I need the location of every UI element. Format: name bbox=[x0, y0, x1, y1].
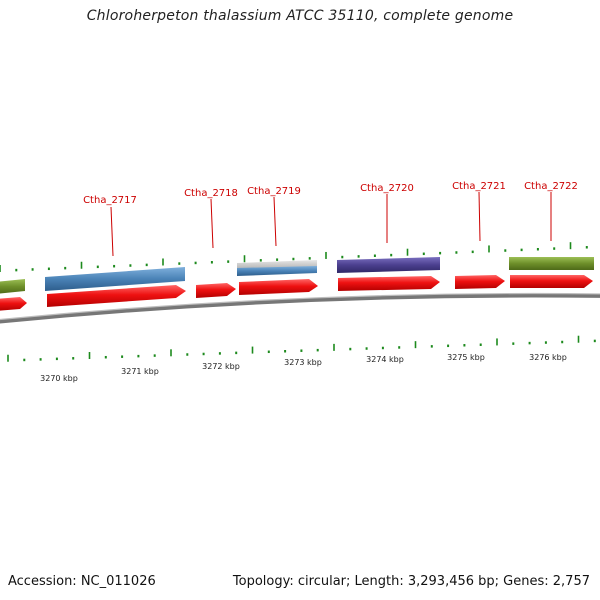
purple-feature-ctha-2720 bbox=[337, 257, 440, 273]
blue-feature-ctha-2717 bbox=[45, 267, 185, 291]
gene-label-ctha-2722[interactable]: Ctha_2722 bbox=[524, 181, 578, 241]
kbp-label-3270: 3270 kbp bbox=[40, 374, 78, 383]
gene-label-ctha-2717[interactable]: Ctha_2717 bbox=[83, 195, 137, 257]
green-feature-ctha-2722 bbox=[509, 257, 594, 270]
genome-summary-text: Topology: circular; Length: 3,293,456 bp… bbox=[232, 574, 590, 589]
kbp-label-3273: 3273 kbp bbox=[284, 358, 322, 367]
gene-label-text: Ctha_2717 bbox=[83, 195, 137, 206]
cds-arrow-left bbox=[0, 297, 27, 311]
kbp-label-3272: 3272 kbp bbox=[202, 362, 240, 371]
gene-label-ctha-2719[interactable]: Ctha_2719 bbox=[247, 186, 301, 247]
cds-arrow-ctha-2719 bbox=[239, 279, 318, 295]
cds-arrow-ctha-2721 bbox=[455, 275, 505, 289]
cds-arrow-ctha-2718 bbox=[196, 283, 236, 298]
genome-backbone-highlight bbox=[0, 292, 600, 321]
map-title: Chloroherpeton thalassium ATCC 35110, co… bbox=[86, 8, 514, 24]
lower-tick-row bbox=[7, 335, 596, 362]
kbp-label-3274: 3274 kbp bbox=[366, 355, 404, 364]
kbp-label-3276: 3276 kbp bbox=[529, 353, 567, 362]
blue-feature-ctha-2719 bbox=[237, 266, 317, 276]
gene-label-text: Ctha_2720 bbox=[360, 183, 414, 194]
gene-label-ctha-2721[interactable]: Ctha_2721 bbox=[452, 181, 506, 242]
green-feature-left bbox=[0, 279, 25, 294]
cds-arrow-ctha-2720 bbox=[338, 276, 440, 291]
gene-label-text: Ctha_2719 bbox=[247, 186, 301, 197]
gene-label-ctha-2718[interactable]: Ctha_2718 bbox=[184, 188, 238, 249]
kbp-label-3275: 3275 kbp bbox=[447, 353, 485, 362]
genome-backbone bbox=[0, 293, 600, 324]
gene-label-text: Ctha_2722 bbox=[524, 181, 578, 192]
upper-tick-row bbox=[0, 242, 588, 272]
gene-label-ctha-2720[interactable]: Ctha_2720 bbox=[360, 183, 414, 243]
cds-arrow-ctha-2722 bbox=[510, 275, 593, 288]
accession-text: Accession: NC_011026 bbox=[8, 574, 156, 589]
gene-label-text: Ctha_2718 bbox=[184, 188, 238, 199]
cds-arrow-ctha-2717 bbox=[47, 285, 186, 307]
gene-label-text: Ctha_2721 bbox=[452, 181, 506, 192]
kbp-label-3271: 3271 kbp bbox=[121, 367, 159, 376]
